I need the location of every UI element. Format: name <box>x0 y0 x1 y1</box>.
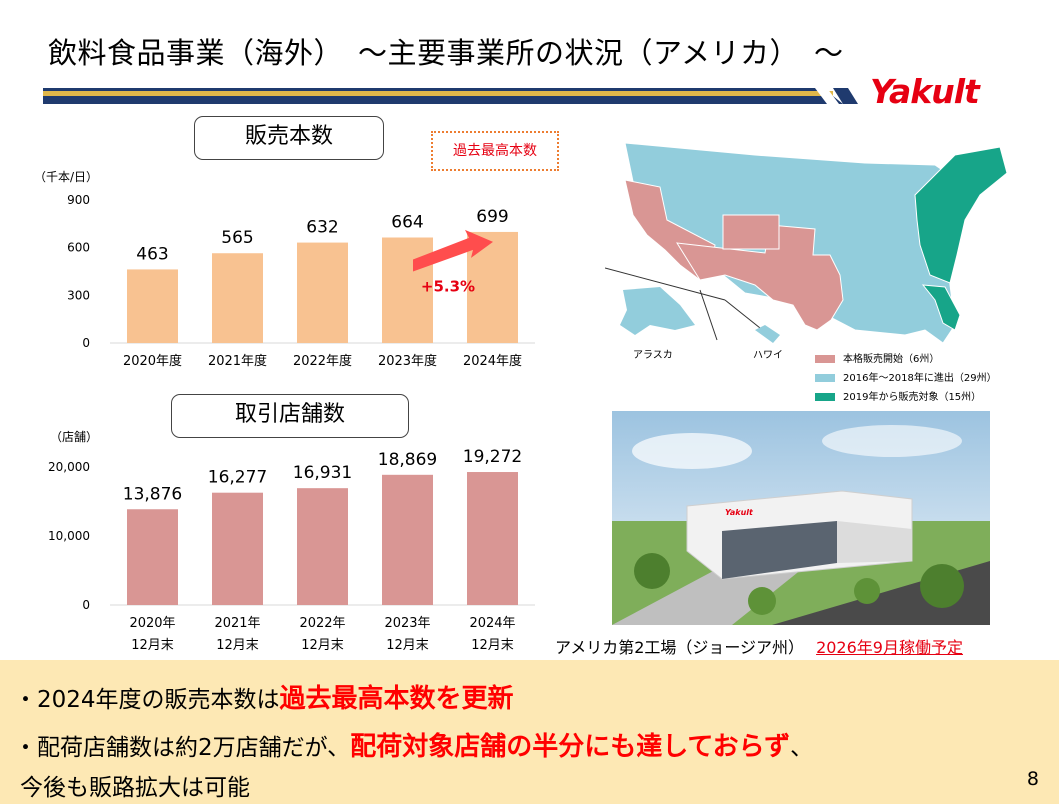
bar <box>212 253 263 343</box>
legend-label: 2016年～2018年に進出（29州） <box>843 373 997 384</box>
title-underline <box>43 88 858 104</box>
summary-line-3: 今後も販路拡大は可能 <box>20 768 250 802</box>
x-tick-label: 2024年 <box>469 616 515 631</box>
bar <box>382 474 433 605</box>
alaska-label: アラスカ <box>633 349 673 361</box>
y-tick-label: 0 <box>82 336 90 350</box>
bar <box>127 269 178 343</box>
photo-caption: アメリカ第2工場（ジョージア州） 2026年9月稼働予定 <box>555 634 963 658</box>
y-tick-label: 10,000 <box>48 529 90 543</box>
bar-value-label: 632 <box>306 218 338 238</box>
growth-label: +5.3% <box>421 277 475 295</box>
us-map: アラスカ ハワイ <box>605 142 1008 361</box>
legend-item-blue: 2016年～2018年に進出（29州） <box>815 369 997 384</box>
bar <box>127 509 178 605</box>
record-badge: 過去最高本数 <box>431 131 559 171</box>
legend-item-pink: 本格販売開始（6州） <box>815 350 939 365</box>
summary-line-2: ・配荷店舗数は約2万店舗だが、配荷対象店舗の半分にも達しておらず、 <box>14 726 813 763</box>
summary-text: 、 <box>790 735 814 761</box>
x-tick-label: 12月末 <box>471 638 514 653</box>
y-axis-label: （店舗） <box>50 430 98 444</box>
bar-value-label: 565 <box>221 228 253 248</box>
bar <box>297 488 348 605</box>
legend-item-green: 2019年から販売対象（15州） <box>815 388 981 403</box>
us-state-florida <box>921 284 961 331</box>
summary-box: ・2024年度の販売本数は過去最高本数を更新 ・配荷店舗数は約2万店舗だが、配荷… <box>0 660 1059 804</box>
y-tick-label: 20,000 <box>48 460 90 474</box>
y-tick-label: 0 <box>82 598 90 612</box>
growth-arrow <box>413 229 493 272</box>
x-tick-label: 2021年度 <box>208 353 267 369</box>
x-tick-label: 2023年 <box>384 616 430 631</box>
start-date-highlight: 2026年9月稼働予定 <box>816 638 963 657</box>
sales-bar-chart: （千本/日） 0 300 600 900 463 2020年度 565 2021年度 632 202… <box>34 170 535 369</box>
summary-emphasis: 配荷対象店舗の半分にも達しておらず <box>350 732 791 762</box>
bar-value-label: 16,277 <box>208 468 267 488</box>
factory-caption: アメリカ第2工場（ジョージア州） <box>555 638 805 657</box>
x-tick-label: 12月末 <box>131 638 174 653</box>
hawaii-label: ハワイ <box>753 350 783 361</box>
legend-label: 2019年から販売対象（15州） <box>843 392 982 403</box>
legend-swatch-blue <box>815 374 835 382</box>
factory-rendering: Yakult <box>612 411 990 625</box>
bar-value-label: 18,869 <box>378 450 437 470</box>
x-tick-label: 2024年度 <box>463 353 522 369</box>
bar <box>212 492 263 605</box>
summary-text: 今後も販路拡大は可能 <box>20 775 250 801</box>
bar-value-label: 19,272 <box>463 447 522 467</box>
summary-text: ・2024年度の販売本数は <box>14 687 280 713</box>
bar-value-label: 463 <box>136 244 168 264</box>
bar-value-label: 16,931 <box>293 463 352 483</box>
stores-bar-chart: （店舗） 0 10,000 20,000 13,876 2020年 12月末 16,277 20… <box>48 430 535 653</box>
y-axis-label: （千本/日） <box>34 170 98 184</box>
us-states-pink-south <box>676 224 844 331</box>
x-tick-label: 2023年度 <box>378 353 437 369</box>
stores-chart-title: 取引店舗数 <box>171 394 409 438</box>
bar-value-label: 13,876 <box>123 484 182 504</box>
page-title: 飲料食品事業（海外） ～主要事業所の状況（アメリカ） ～ <box>48 36 844 70</box>
bar <box>467 472 518 605</box>
x-tick-label: 2020年 <box>129 616 175 631</box>
bar-value-label: 664 <box>391 212 423 232</box>
x-tick-label: 12月末 <box>386 638 429 653</box>
legend-swatch-pink <box>815 355 835 363</box>
yakult-logo: Yakult <box>870 72 980 111</box>
x-tick-label: 2022年度 <box>293 353 352 369</box>
sales-chart-title: 販売本数 <box>194 116 384 160</box>
us-states-green-east <box>914 146 1008 284</box>
summary-emphasis: 過去最高本数を更新 <box>279 684 514 714</box>
legend-swatch-green <box>815 393 835 401</box>
x-tick-label: 2022年 <box>299 616 345 631</box>
summary-line-1: ・2024年度の販売本数は過去最高本数を更新 <box>14 678 514 715</box>
alaska-shape <box>620 287 695 335</box>
y-tick-label: 300 <box>67 288 90 302</box>
bar <box>297 242 348 343</box>
y-tick-label: 600 <box>67 241 90 255</box>
legend-label: 本格販売開始（6州） <box>843 354 940 365</box>
page-number: 8 <box>1026 768 1039 790</box>
factory-sign: Yakult <box>725 508 754 517</box>
x-tick-label: 2021年 <box>214 616 260 631</box>
y-tick-label: 900 <box>67 193 90 207</box>
x-tick-label: 12月末 <box>301 638 344 653</box>
x-tick-label: 2020年度 <box>123 353 182 369</box>
bar-value-label: 699 <box>476 207 508 227</box>
summary-text: ・配荷店舗数は約2万店舗だが、 <box>14 735 351 761</box>
hawaii-shape <box>755 325 780 343</box>
us-state-colorado <box>722 214 780 250</box>
x-tick-label: 12月末 <box>216 638 259 653</box>
